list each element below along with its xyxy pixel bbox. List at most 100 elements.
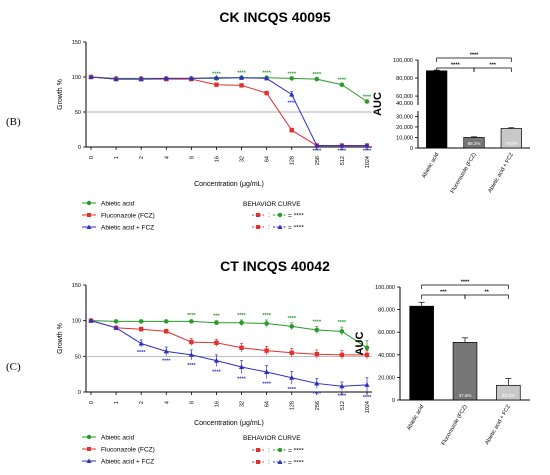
legend-b-label-fcz: Fluconazole (FCZ) <box>101 213 155 220</box>
legend-marker-square <box>87 213 91 217</box>
bar-b-category-label: Abietic acid + FCZ <box>487 151 515 194</box>
bar-b-sig-label: **** <box>470 53 479 59</box>
line-b-series-2-point <box>163 75 169 81</box>
line-c-series-0-point <box>364 345 370 351</box>
line-b-series-2-point <box>113 76 119 82</box>
line-c-series-0-sig: **** <box>187 313 196 319</box>
line-b-ytick-label: 150 <box>72 40 81 46</box>
line-c-series-1-point <box>164 329 169 334</box>
bar-c-ytick-label: 20,000 <box>378 375 395 381</box>
bar-c-ylabel: AUC <box>354 332 366 356</box>
bar-b-ytick-label: 60,000 <box>396 94 413 100</box>
line-c-series-2-sig: **** <box>363 395 372 401</box>
line-c-xtick-label: 512 <box>340 401 346 410</box>
line-b-series-1-point <box>264 90 269 96</box>
bar-b-ytick-label: 30,000 <box>396 114 413 120</box>
bar-c-bar-label: 37.6% <box>459 393 472 398</box>
bar-chart-c: 0 20,000 40,000 60,000 80,000 100,000 AUC Abiet… <box>354 280 530 446</box>
line-b-series-2-sig: **** <box>287 100 296 106</box>
line-b-series-2-point <box>138 76 144 82</box>
line-b-series-0-sig: **** <box>363 95 372 101</box>
line-b-series-0-sig: **** <box>262 71 271 77</box>
line-b-series-0-line <box>90 76 368 102</box>
line-c-series-1-point <box>314 351 320 357</box>
line-c-series-1-point <box>364 352 370 358</box>
legend-b-item-combo: Abietic acid + FCZ <box>82 224 154 232</box>
bar-b-ytick-label: 40,000 <box>396 101 413 107</box>
line-c-series-2-point <box>188 352 194 357</box>
line-b-series-0-sig: **** <box>338 78 347 84</box>
behavior-c-1-sig: = **** <box>288 448 304 455</box>
bar-c-bar-label: 83.2% <box>502 393 515 398</box>
bar-c-ytick-label: 40,000 <box>378 353 395 359</box>
line-c-series-1-point <box>264 348 269 353</box>
line-c-xtick-label: 0 <box>89 401 95 404</box>
bar-b-sig-label: **** <box>451 63 460 69</box>
bar-c-bar <box>452 342 478 401</box>
behavior-b-1-sig: = **** <box>288 213 304 220</box>
bar-c-sig-bracket <box>421 284 509 289</box>
line-b-series-2-sig: **** <box>313 149 322 155</box>
bar-b-ytick-label: 10,000 <box>396 135 413 141</box>
line-c-series-0-sig: **** <box>313 319 322 325</box>
line-c-series-2-sig: **** <box>187 363 196 369</box>
line-b-series-0-sig: **** <box>287 71 296 77</box>
bar-c-bar <box>409 305 434 401</box>
bar-c-ytick-label: 0 <box>392 398 395 404</box>
chart-b-title: CK INCQS 40095 <box>219 9 330 25</box>
line-b-series-1-point <box>239 83 244 88</box>
line-c-series-1-point <box>289 350 294 355</box>
line-b-series-1-point <box>214 82 219 87</box>
svg-text::: : <box>268 224 270 231</box>
line-b-xtick-label: 1 <box>114 156 120 159</box>
line-c-series-1-line <box>90 320 367 356</box>
bar-b-ytick-label: 0 <box>410 146 413 152</box>
line-c-series-0-point <box>239 320 244 326</box>
line-c-series-2-sig: **** <box>237 376 246 382</box>
line-b-xtick-label: 2 <box>139 156 145 159</box>
line-b-ytick-label: 50 <box>75 110 81 116</box>
line-c-xtick-label: 128 <box>290 401 296 410</box>
line-b-xtick-label: 512 <box>340 156 346 165</box>
line-c-series-2-point <box>238 364 245 370</box>
behavior-row-c-2: : = **** <box>252 459 304 467</box>
legend-b-label-abietic: Abietic acid <box>101 201 135 208</box>
line-c-series-2-sig: **** <box>162 359 171 365</box>
line-c-series-0-point <box>264 321 269 326</box>
panel-b-label: (B) <box>6 116 21 128</box>
line-b-xtick-label: 0 <box>89 156 95 159</box>
bar-c-category-label: Abietic acid + FCZ <box>484 403 512 446</box>
legend-b: Abietic acid Fluconazole (FCZ) Abietic a… <box>82 201 304 232</box>
behavior-curve-title-c: BEHAVIOR CURVE <box>243 435 301 442</box>
line-b-xtick-label: 8 <box>189 156 195 159</box>
line-c-xtick-label: 256 <box>315 401 321 410</box>
line-c-series-2-line <box>90 320 368 387</box>
line-c-series-0-point <box>138 319 144 324</box>
line-c-series-2-sig: **** <box>338 394 347 400</box>
line-b-series-0-sig: **** <box>237 71 246 77</box>
line-c-series-2-point <box>138 340 144 346</box>
line-b-ytick-label: 0 <box>78 145 81 151</box>
bar-b-ylabel: AUC <box>372 92 384 116</box>
line-c-series-1-point <box>138 327 144 332</box>
behavior-c-2-sig: = **** <box>288 460 304 467</box>
line-b-series-1-point <box>289 128 294 133</box>
line-c-xtick-label: 4 <box>164 401 170 404</box>
line-c-series-2-point <box>213 357 220 363</box>
line-c-series-2-point <box>364 382 370 387</box>
line-c-series-2-sig: **** <box>212 369 221 375</box>
behavior-b-2-sig: = **** <box>288 225 304 232</box>
svg-text::: : <box>268 212 270 219</box>
line-b-series-2-point <box>289 91 295 97</box>
line-b-xtick-label: 16 <box>214 156 220 162</box>
line-b-series-0-point <box>314 76 320 82</box>
bar-c-category-label: Abietic acid <box>406 404 425 431</box>
line-b-xlabel: Concentration (μg/mL) <box>194 181 264 188</box>
line-chart-c: 0 50 100 150 0 1 2 4 8 16 32 64 128 256 512 1024 Growth … <box>57 283 372 427</box>
line-c-series-2-point <box>113 325 119 330</box>
bar-b-sig-bracket <box>473 67 512 72</box>
svg-text::: : <box>268 447 270 454</box>
legend-b-label-combo: Abietic acid + FCZ <box>101 225 154 232</box>
bar-b-sig-label: *** <box>489 63 496 69</box>
